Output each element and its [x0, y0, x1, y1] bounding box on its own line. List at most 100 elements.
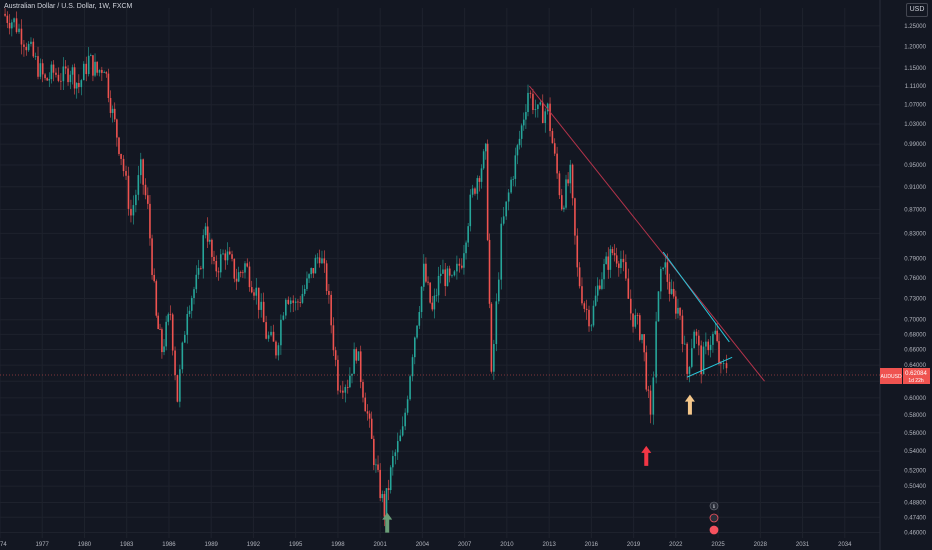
candle-body	[677, 307, 679, 314]
arrow-up-icon	[382, 512, 393, 533]
candle-body	[144, 184, 147, 196]
candle-body	[396, 441, 399, 453]
candle-body	[355, 349, 358, 361]
info-icon[interactable]	[709, 501, 719, 511]
candle-body	[652, 377, 655, 415]
x-tick-label: 1977	[36, 542, 50, 548]
candle-body	[529, 92, 532, 94]
candle-body	[544, 111, 547, 124]
candle-body	[122, 158, 125, 172]
candle-body	[190, 298, 193, 311]
candle-body	[366, 411, 369, 414]
candle-body	[416, 325, 418, 338]
price-tag-symbol-bg	[880, 368, 902, 384]
candle-body	[250, 287, 253, 293]
y-tick-label: 0.68000	[904, 332, 926, 338]
candle-body	[527, 92, 529, 112]
candle-body	[525, 111, 527, 120]
candle-body	[427, 281, 429, 283]
y-tick-label: 0.46000	[904, 530, 926, 536]
price-axis[interactable]: 1.25000 1.20000 1.15000 1.11000 1.07000 1.030…	[904, 24, 926, 537]
candle-body	[560, 195, 563, 210]
arrow-up-icon	[684, 394, 695, 415]
candle-body	[702, 346, 705, 375]
candle-body	[306, 278, 308, 289]
candle-body	[461, 265, 463, 268]
candle-body	[73, 67, 76, 89]
y-tick-label: 0.60000	[904, 396, 926, 402]
candle-body	[362, 381, 364, 398]
trendline	[686, 356, 733, 378]
candle-body	[125, 171, 127, 176]
chart-title: Australian Dollar / U.S. Dollar, 1W, FXC…	[4, 3, 133, 10]
candle-body	[418, 311, 421, 326]
time-axis[interactable]: 1974 1977 1980 1983 1986 1989 1992 1995 1998 2001…	[0, 542, 852, 548]
candle-body	[666, 262, 669, 282]
candle-body	[609, 249, 612, 270]
price-tag-countdown: 1d 22h	[908, 378, 924, 384]
candle-body	[558, 173, 561, 196]
candle-body	[11, 22, 13, 29]
candle-body	[458, 263, 461, 266]
candle-body	[420, 286, 423, 312]
candle-body	[725, 363, 728, 369]
x-tick-label: 2010	[500, 542, 514, 548]
candle-body	[253, 292, 255, 296]
candle-body	[211, 239, 213, 257]
candle-body	[332, 325, 335, 351]
candle-body	[179, 369, 181, 402]
news-icon[interactable]	[709, 525, 719, 535]
x-tick-label: 2016	[585, 542, 599, 548]
candle-body	[399, 435, 402, 442]
price-tag-symbol: AUDUSD	[880, 374, 902, 380]
candle-body	[514, 155, 517, 179]
event-icons[interactable]: ℹ	[709, 501, 719, 535]
candle-body	[6, 15, 9, 23]
candle-body	[670, 288, 673, 294]
candle-body	[157, 315, 159, 330]
candle-body	[431, 302, 434, 310]
candle-body	[620, 258, 622, 268]
candle-body	[516, 145, 519, 156]
candle-body	[140, 159, 142, 176]
candle-body	[48, 79, 51, 81]
candle-body	[297, 301, 299, 303]
candle-body	[583, 303, 586, 309]
candle-body	[581, 286, 583, 304]
candle-body	[549, 103, 551, 132]
candle-body	[446, 268, 449, 287]
candle-body	[275, 341, 277, 356]
candle-body	[596, 285, 599, 296]
candle-body	[493, 344, 495, 372]
info-icon-glyph: ℹ	[713, 504, 715, 510]
candle-body	[321, 258, 323, 264]
candle-body	[118, 137, 120, 154]
x-tick-label: 1986	[162, 542, 176, 548]
candle-body	[668, 281, 671, 294]
candle-body	[601, 279, 603, 289]
candle-body	[195, 274, 198, 290]
candle-body	[149, 203, 151, 239]
candle-body	[244, 263, 246, 273]
candle-body	[46, 78, 48, 81]
candle-body	[615, 255, 618, 264]
candle-body	[200, 267, 202, 269]
markers-layer	[382, 394, 695, 533]
candle-body	[655, 321, 657, 378]
y-tick-label: 0.48800	[904, 501, 926, 507]
candle-body	[346, 386, 349, 388]
candle-body	[71, 67, 74, 75]
trendline	[529, 85, 765, 382]
candle-body	[130, 208, 132, 216]
candle-body	[718, 341, 720, 363]
candle-body	[30, 41, 32, 44]
event-flag-icon[interactable]	[709, 513, 719, 523]
y-tick-label: 0.73000	[904, 296, 926, 302]
candle-body	[301, 293, 304, 303]
currency-button[interactable]: USD	[906, 3, 928, 17]
candle-body	[377, 464, 379, 470]
price-tag-value-bg	[903, 368, 930, 384]
candle-body	[486, 143, 489, 240]
candle-body	[342, 390, 344, 393]
